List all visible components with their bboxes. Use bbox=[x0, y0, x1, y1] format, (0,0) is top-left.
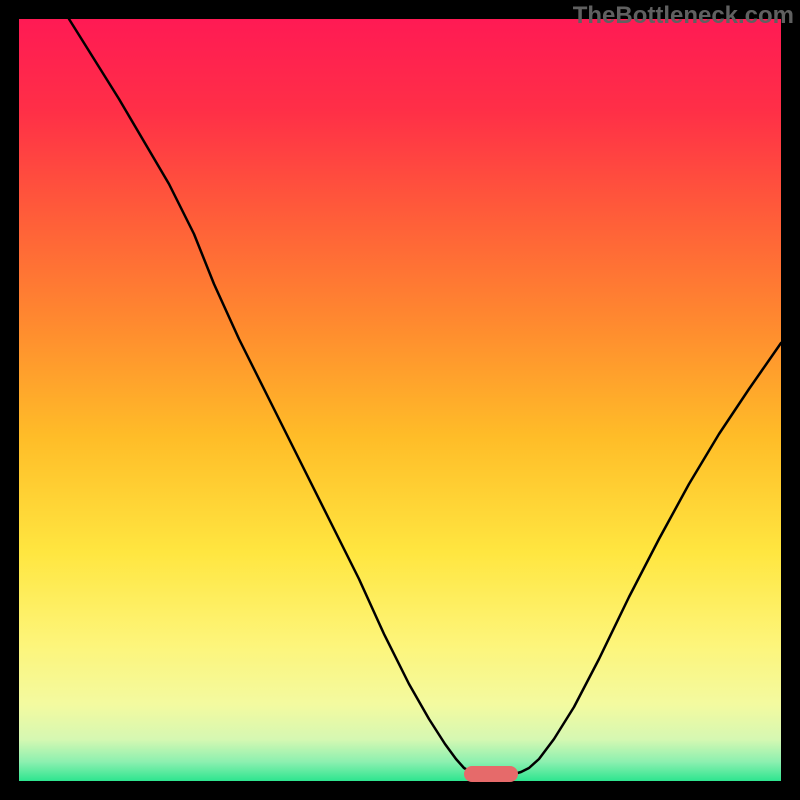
optimum-marker bbox=[464, 766, 518, 782]
watermark-text: TheBottleneck.com bbox=[573, 2, 794, 30]
stage: TheBottleneck.com bbox=[0, 0, 800, 800]
chart-svg bbox=[0, 0, 800, 800]
